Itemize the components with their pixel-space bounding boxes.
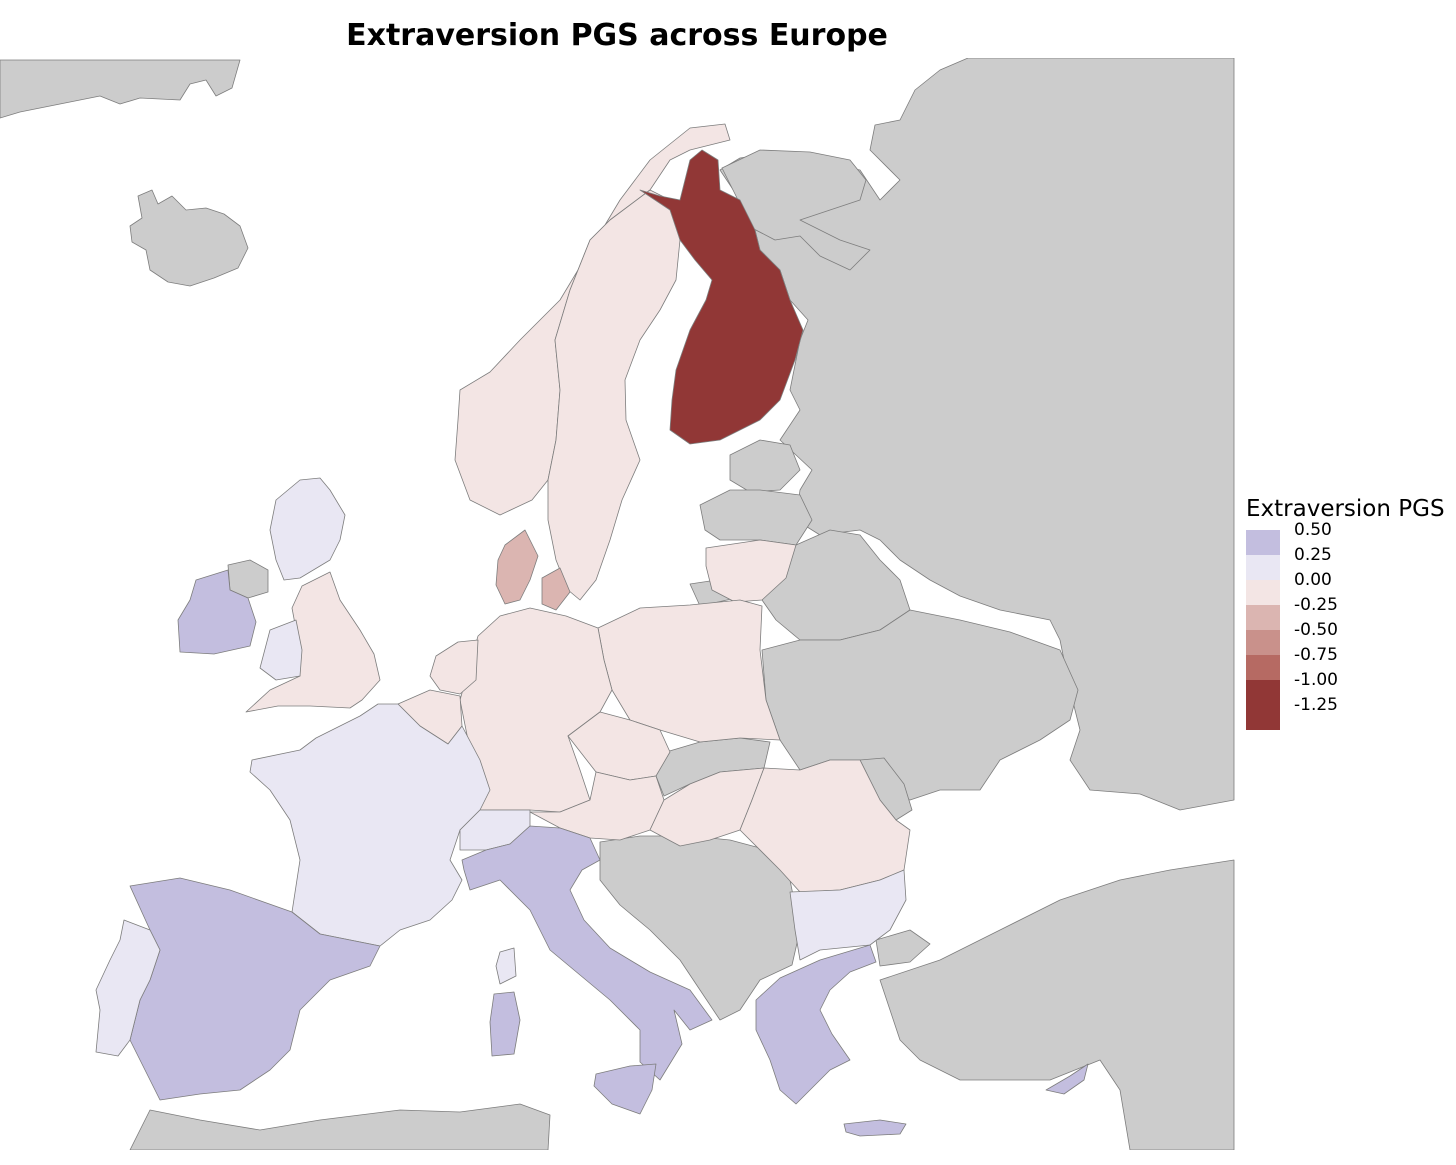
estonia [729, 439, 801, 493]
legend-item: 0.00 [1246, 570, 1456, 605]
legend-swatch [1246, 555, 1280, 580]
legend-label: -0.25 [1294, 595, 1338, 615]
europe-map [0, 58, 1236, 1150]
legend-item: -0.75 [1246, 645, 1456, 680]
north-africa [129, 1103, 551, 1150]
legend-swatch [1246, 605, 1280, 630]
turkey [879, 859, 1235, 1150]
legend-swatch [1246, 580, 1280, 605]
bulgaria[interactable] [789, 869, 907, 961]
map-legend: Extraversion PGS 0.50 0.25 0.00 -0.25 -0.50 -… [1246, 496, 1456, 730]
cyprus[interactable] [1045, 1063, 1089, 1095]
balkans [599, 835, 801, 1021]
legend-label: 0.25 [1294, 545, 1332, 565]
turkey-west [875, 929, 931, 967]
greenland [0, 59, 241, 119]
legend-label: -1.00 [1294, 670, 1338, 690]
ireland[interactable] [177, 569, 257, 655]
legend-items: 0.50 0.25 0.00 -0.25 -0.50 -0.75 -1.00 -1.25 [1246, 520, 1456, 730]
italy[interactable] [461, 825, 713, 1081]
legend-swatch [1246, 630, 1280, 655]
no-data-regions [0, 58, 1235, 1150]
legend-item: -0.25 [1246, 595, 1456, 630]
legend-label: 0.50 [1294, 520, 1332, 540]
legend-item: 0.50 [1246, 520, 1456, 555]
legend-item: -1.00 [1246, 670, 1456, 705]
legend-swatch [1246, 655, 1280, 680]
wales[interactable] [259, 619, 303, 681]
legend-item: -0.50 [1246, 620, 1456, 655]
iceland [129, 189, 249, 287]
corsica[interactable] [495, 947, 517, 985]
crete[interactable] [843, 1119, 907, 1137]
lithuania[interactable] [705, 539, 797, 603]
legend-label: -0.75 [1294, 645, 1338, 665]
legend-item: -1.25 [1246, 695, 1456, 730]
france[interactable] [249, 703, 491, 947]
portugal[interactable] [95, 919, 161, 1057]
legend-label: 0.00 [1294, 570, 1332, 590]
scotland[interactable] [269, 477, 346, 581]
legend-swatch [1246, 680, 1280, 705]
legend-swatch [1246, 530, 1280, 555]
legend-title: Extraversion PGS [1246, 496, 1445, 522]
sardinia[interactable] [489, 991, 521, 1057]
poland[interactable] [597, 599, 781, 743]
finland[interactable] [639, 149, 804, 445]
legend-label: -1.25 [1294, 695, 1338, 715]
denmark[interactable] [495, 529, 571, 611]
latvia [699, 489, 813, 546]
legend-label: -0.50 [1294, 620, 1338, 640]
legend-item: 0.25 [1246, 545, 1456, 580]
greece[interactable] [755, 944, 877, 1105]
netherlands[interactable] [429, 639, 479, 695]
sicily[interactable] [593, 1063, 657, 1115]
map-title: Extraversion PGS across Europe [346, 18, 888, 53]
data-regions [95, 123, 1089, 1137]
kola-peninsula [721, 149, 871, 271]
legend-swatch [1246, 705, 1280, 730]
